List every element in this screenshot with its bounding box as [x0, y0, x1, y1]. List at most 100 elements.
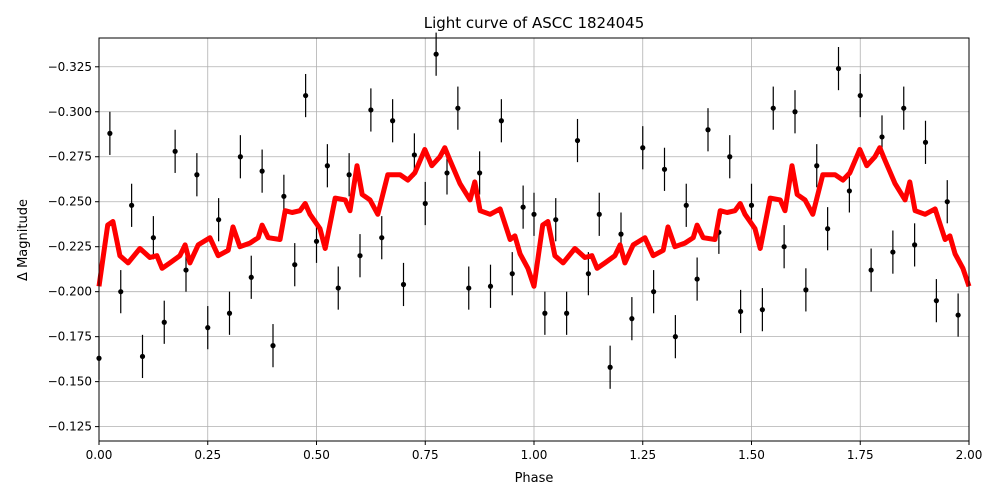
y-tick-label: −0.275: [48, 150, 92, 164]
data-point: [944, 199, 950, 205]
data-point: [520, 204, 526, 210]
x-tick-label: 0.75: [412, 448, 439, 462]
data-point: [825, 226, 831, 232]
observations-points: [96, 51, 961, 370]
data-point: [324, 163, 330, 169]
data-point: [814, 163, 820, 169]
data-point: [835, 65, 842, 72]
data-point: [868, 267, 874, 273]
data-point: [857, 92, 863, 99]
data-point: [172, 148, 178, 154]
data-point: [270, 343, 276, 349]
data-point: [596, 211, 602, 217]
data-point: [390, 118, 396, 124]
data-point: [379, 235, 385, 241]
data-point: [531, 211, 537, 217]
data-point: [226, 310, 233, 316]
data-point: [248, 274, 254, 280]
data-point: [292, 262, 298, 268]
data-point: [640, 145, 646, 151]
x-tick-label: 1.25: [629, 448, 656, 462]
data-point: [629, 316, 635, 322]
data-point: [661, 166, 668, 172]
y-tick-label: −0.250: [48, 195, 92, 209]
data-point: [194, 172, 200, 178]
data-point: [444, 170, 450, 176]
data-point: [455, 105, 461, 111]
data-point: [346, 172, 352, 178]
data-point: [694, 276, 700, 282]
data-point: [792, 109, 798, 115]
x-axis-ticks: 0.00 0.25 0.50 0.75 1.00 1.25 1.50 1.75 2.00: [86, 441, 983, 462]
data-point: [672, 334, 678, 340]
data-point: [237, 154, 243, 160]
data-point: [313, 238, 320, 244]
data-point: [846, 188, 852, 194]
data-point: [618, 231, 624, 237]
y-tick-label: −0.300: [48, 105, 92, 119]
x-tick-label: 1.00: [521, 448, 548, 462]
x-tick-label: 0.00: [86, 448, 113, 462]
data-point: [553, 217, 559, 223]
data-point: [422, 200, 428, 207]
data-point: [727, 154, 733, 160]
y-tick-label: −0.125: [48, 420, 92, 434]
y-tick-label: −0.325: [48, 60, 92, 74]
data-point: [781, 244, 787, 250]
data-point: [335, 285, 341, 291]
chart-title: Light curve of ASCC 1824045: [424, 14, 645, 32]
data-point: [574, 137, 581, 144]
data-point: [183, 267, 189, 273]
data-point: [922, 139, 929, 145]
data-point: [487, 283, 494, 289]
y-axis-label: Δ Magnitude: [16, 199, 31, 281]
data-point: [607, 364, 613, 370]
data-point: [139, 353, 146, 360]
data-point: [161, 319, 167, 325]
data-point: [400, 281, 407, 288]
data-point: [216, 217, 222, 223]
data-point: [466, 285, 472, 291]
data-point: [705, 127, 711, 133]
data-point: [150, 235, 156, 241]
y-axis-ticks: −0.325 −0.300 −0.275 −0.250 −0.225 −0.200 −0.1…: [48, 60, 99, 434]
data-point: [585, 271, 591, 277]
data-point: [933, 298, 939, 304]
data-point: [357, 253, 363, 259]
data-point: [759, 307, 765, 313]
data-point: [509, 271, 515, 277]
data-point: [433, 51, 439, 57]
data-point: [955, 312, 961, 318]
data-point: [542, 310, 548, 316]
y-tick-label: −0.225: [48, 240, 92, 254]
data-point: [748, 202, 755, 208]
data-point: [118, 289, 124, 295]
x-tick-label: 0.25: [194, 448, 221, 462]
y-tick-label: −0.200: [48, 285, 92, 299]
data-point: [129, 202, 135, 208]
x-tick-label: 1.50: [738, 448, 765, 462]
data-point: [564, 310, 570, 316]
data-point: [879, 134, 885, 140]
data-point: [411, 152, 417, 158]
data-point: [477, 170, 483, 176]
data-point: [770, 105, 776, 111]
x-tick-label: 2.00: [956, 448, 983, 462]
data-point: [738, 308, 744, 315]
data-point: [498, 118, 504, 124]
data-point: [205, 325, 211, 331]
y-tick-label: −0.150: [48, 375, 92, 389]
data-point: [901, 105, 907, 111]
data-point: [368, 107, 374, 113]
x-axis-label: Phase: [515, 471, 554, 486]
data-point: [259, 168, 265, 174]
data-point: [912, 242, 918, 248]
y-tick-label: −0.175: [48, 330, 92, 344]
data-point: [281, 193, 287, 199]
data-point: [803, 287, 809, 293]
model-curve: [96, 145, 972, 289]
data-point: [107, 130, 113, 136]
data-point: [651, 289, 657, 295]
observations-errorbars: [98, 32, 959, 389]
